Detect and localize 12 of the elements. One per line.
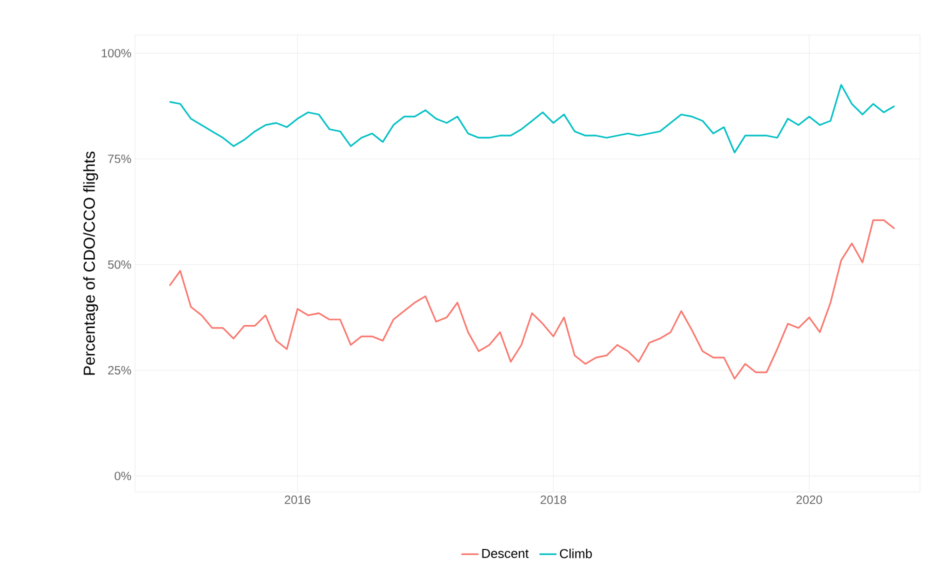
- x-tick-label: 2016: [284, 496, 310, 504]
- legend-label: Climb: [560, 548, 592, 558]
- x-tick-label: 2018: [540, 496, 566, 504]
- y-tick-label: 0%: [114, 472, 132, 480]
- y-tick-label: 25%: [108, 366, 132, 374]
- legend-label: Descent: [482, 548, 529, 558]
- line-series: [168, 219, 896, 380]
- y-tick-label: 50%: [108, 260, 132, 269]
- y-axis-title: Percentage of CDO/CCO flights: [83, 152, 98, 375]
- y-tick-label: 100%: [102, 48, 132, 58]
- x-tick-label: 2020: [796, 496, 822, 504]
- y-tick-label: 75%: [108, 154, 132, 164]
